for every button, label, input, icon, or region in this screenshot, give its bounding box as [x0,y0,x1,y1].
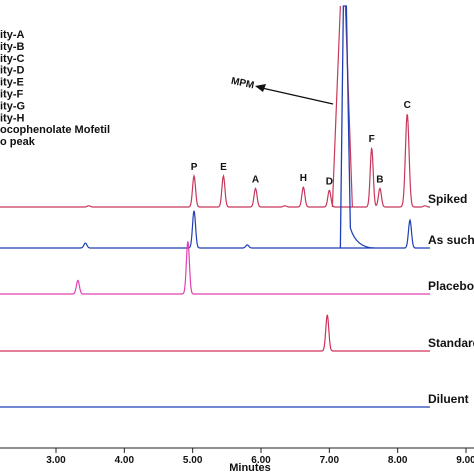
trace-label: Spiked [428,192,467,206]
peak-label-h: H [300,173,307,184]
peak-label-c: C [404,100,411,111]
legend: ity-Aity-Bity-City-Dity-Eity-Fity-Gity-H… [0,29,110,148]
trace-label: As such [428,233,474,247]
trace-spiked [0,113,430,208]
x-tick-label: 8.00 [388,455,408,466]
mpm-arrowhead [255,84,266,92]
mpm-arrow-line [261,87,334,105]
x-tick-label: 4.00 [115,455,135,466]
peak-label-e: E [220,162,227,173]
legend-entry: ity-B [0,41,25,53]
legend-entry: ity-F [0,89,24,101]
legend-entry: ocophenolate Mofetil [0,124,110,136]
legend-entry: ity-C [0,53,25,65]
x-axis-title: Minutes [229,462,271,474]
legend-entry: ity-H [0,112,25,124]
x-tick-label: 7.00 [320,455,340,466]
x-tick-label: 9.00 [456,455,474,466]
peak-label-a: A [252,174,259,185]
x-tick-label: 6.00 [251,455,271,466]
peak-label-d: D [326,176,333,187]
x-tick-label: 5.00 [183,455,203,466]
trace-standard [0,314,430,352]
traces: Spiked P E A H D F B C As such Placebo Standard Dilu… [0,5,474,408]
trace-placebo [0,241,430,295]
x-ticks: 3.00 4.00 5.00 6.00 7.00 8.00 9.00 [46,448,474,466]
peak-label-p: P [191,162,198,173]
legend-entry: ity-A [0,29,25,41]
trace-as-such [0,210,430,249]
x-tick-label: 3.00 [46,455,66,466]
mpm-label: MPM [230,76,255,92]
legend-entry: ity-G [0,100,25,112]
legend-entry: o peak [0,136,36,148]
trace-label: Placebo [428,279,474,293]
legend-entry: ity-D [0,65,25,77]
peak-label-f: F [369,134,375,145]
trace-label: Diluent [428,392,469,406]
trace-label: Standard [428,336,474,350]
legend-entry: ity-E [0,77,24,89]
mpm-peak-as-such [339,5,375,249]
peak-label-b: B [376,174,383,185]
